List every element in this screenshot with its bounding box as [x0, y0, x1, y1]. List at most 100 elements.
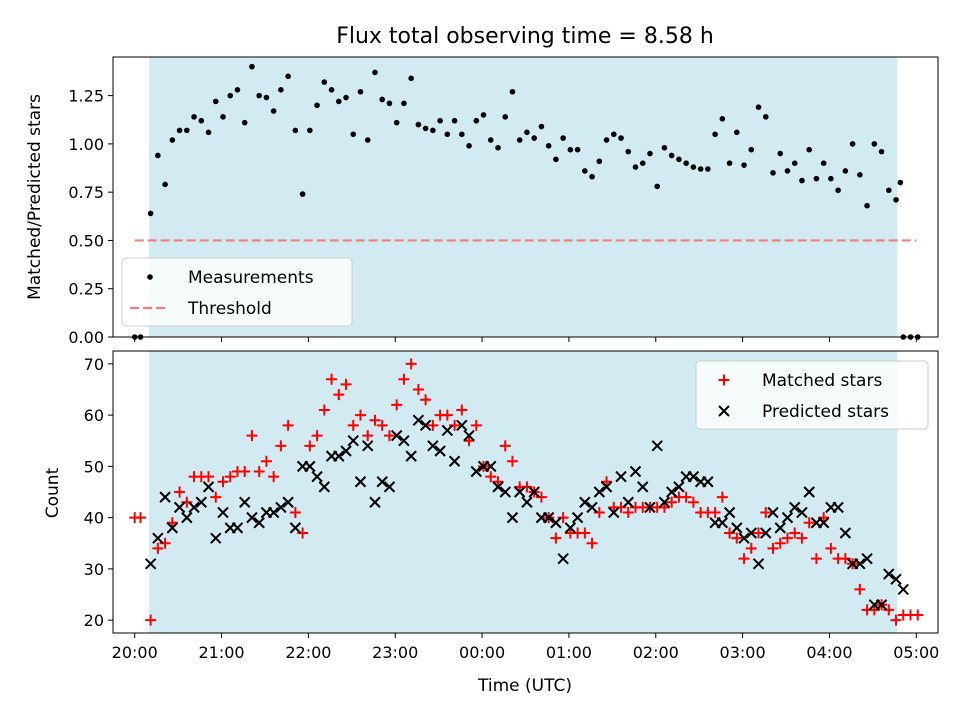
top-y-tick-label: 0.75 [68, 183, 104, 202]
bottom-y-tick-label: 50 [84, 457, 104, 476]
matched-stars-point [485, 471, 497, 483]
legend-label: Measurements [188, 268, 314, 288]
matched-stars-point [181, 496, 193, 508]
legend-label: Threshold [187, 299, 272, 319]
predicted-stars-point [767, 506, 779, 519]
predicted-stars-point [210, 532, 222, 544]
predicted-stars-point [434, 445, 446, 457]
predicted-stars-point [166, 522, 179, 534]
predicted-stars-point [282, 496, 294, 508]
predicted-stars-point [651, 440, 663, 452]
measurement-point [466, 143, 472, 149]
measurement-point [610, 131, 617, 138]
predicted-stars-point [629, 465, 642, 478]
x-tick-label: 21:00 [198, 643, 244, 662]
predicted-stars-point [506, 511, 519, 524]
predicted-stars-point [521, 496, 533, 508]
measurement-point [278, 87, 284, 93]
matched-stars-point [427, 419, 439, 431]
predicted-stars-point [658, 496, 671, 508]
measurement-point [321, 79, 328, 85]
measurement-point [415, 121, 422, 128]
measurement-point [639, 160, 646, 167]
predicted-stars-point [542, 511, 555, 524]
top-y-tick-label: 0.25 [68, 280, 104, 299]
measurement-point [524, 129, 530, 136]
matched-stars-point [818, 512, 830, 524]
predicted-stars-point [760, 527, 772, 539]
predicted-stars-point [586, 501, 598, 514]
matched-stars-point [217, 476, 229, 488]
measurement-point [408, 75, 414, 82]
predicted-stars-point [311, 470, 323, 483]
measurement-point [422, 125, 429, 132]
bottom-axes-frame [112, 350, 939, 634]
predicted-stars-point [470, 465, 482, 478]
matched-stars-point [239, 465, 251, 477]
matched-stars-point [376, 419, 388, 431]
predicted-stars-point [579, 496, 591, 508]
bottom-chart-y-axis-label: Count [43, 467, 63, 518]
measurement-point [147, 210, 154, 217]
predicted-stars-point [528, 486, 540, 498]
predicted-stars-point [173, 501, 186, 514]
top-y-tick-label: 0.50 [68, 231, 104, 250]
matched-stars-point [174, 486, 186, 498]
measurement-point [545, 143, 552, 149]
matched-stars-point [297, 527, 309, 539]
matched-stars-point [738, 553, 750, 565]
matched-stars-legend-marker [718, 374, 730, 386]
top-axes-frame [112, 56, 939, 338]
matched-stars-point [311, 430, 323, 442]
matched-stars-point [601, 476, 613, 488]
measurement-point [205, 129, 212, 136]
matched-stars-point [412, 383, 424, 395]
predicted-stars-point [832, 501, 844, 514]
predicted-stars-point [239, 496, 251, 508]
matched-stars-point [680, 491, 692, 503]
measurement-point [343, 94, 349, 101]
matched-stars-point [883, 604, 895, 616]
matched-stars-point [470, 419, 482, 431]
matched-stars-point [456, 404, 468, 416]
legend-label: Matched stars [762, 371, 882, 391]
measurement-point [401, 100, 407, 107]
predicted-stars-point [738, 532, 750, 544]
bottom-chart-x-axis-label: Time (UTC) [477, 676, 572, 696]
measurement-point [386, 100, 393, 107]
measurement-point [777, 150, 784, 157]
matched-stars-point [586, 537, 598, 549]
measurement-point [531, 135, 537, 141]
matched-stars-point [355, 409, 366, 421]
measurement-point [155, 152, 161, 159]
predicted-stars-point [441, 424, 454, 437]
predicted-stars-point [144, 558, 157, 570]
predicted-stars-point [557, 552, 569, 565]
matched-stars-point [615, 501, 627, 513]
predicted-stars-point [448, 455, 461, 467]
measurement-point [516, 137, 523, 143]
matched-stars-point [774, 537, 786, 549]
measurement-point [683, 160, 689, 167]
bottom-y-tick-label: 20 [84, 611, 104, 630]
predicted-stars-point [253, 517, 265, 529]
measurement-point [430, 127, 436, 134]
measurement-point [632, 164, 639, 170]
predicted-stars-point [354, 476, 367, 488]
predicted-stars-point [456, 419, 468, 432]
predicted-stars-point [267, 506, 280, 519]
predicted-stars-legend-marker [718, 405, 730, 417]
predicted-stars-point [340, 445, 352, 457]
measurement-point [350, 131, 357, 138]
measurement-point [285, 73, 291, 80]
matched-stars-point [224, 471, 236, 483]
predicted-stars-point [304, 460, 316, 473]
predicted-stars-point [608, 506, 620, 519]
predicted-stars-point [369, 496, 381, 508]
matched-stars-point [716, 491, 728, 503]
predicted-stars-point [731, 522, 743, 534]
predicted-stars-point [839, 527, 852, 539]
matched-stars-point [789, 527, 801, 539]
matched-stars-point [760, 507, 772, 519]
measurement-point [618, 135, 624, 141]
